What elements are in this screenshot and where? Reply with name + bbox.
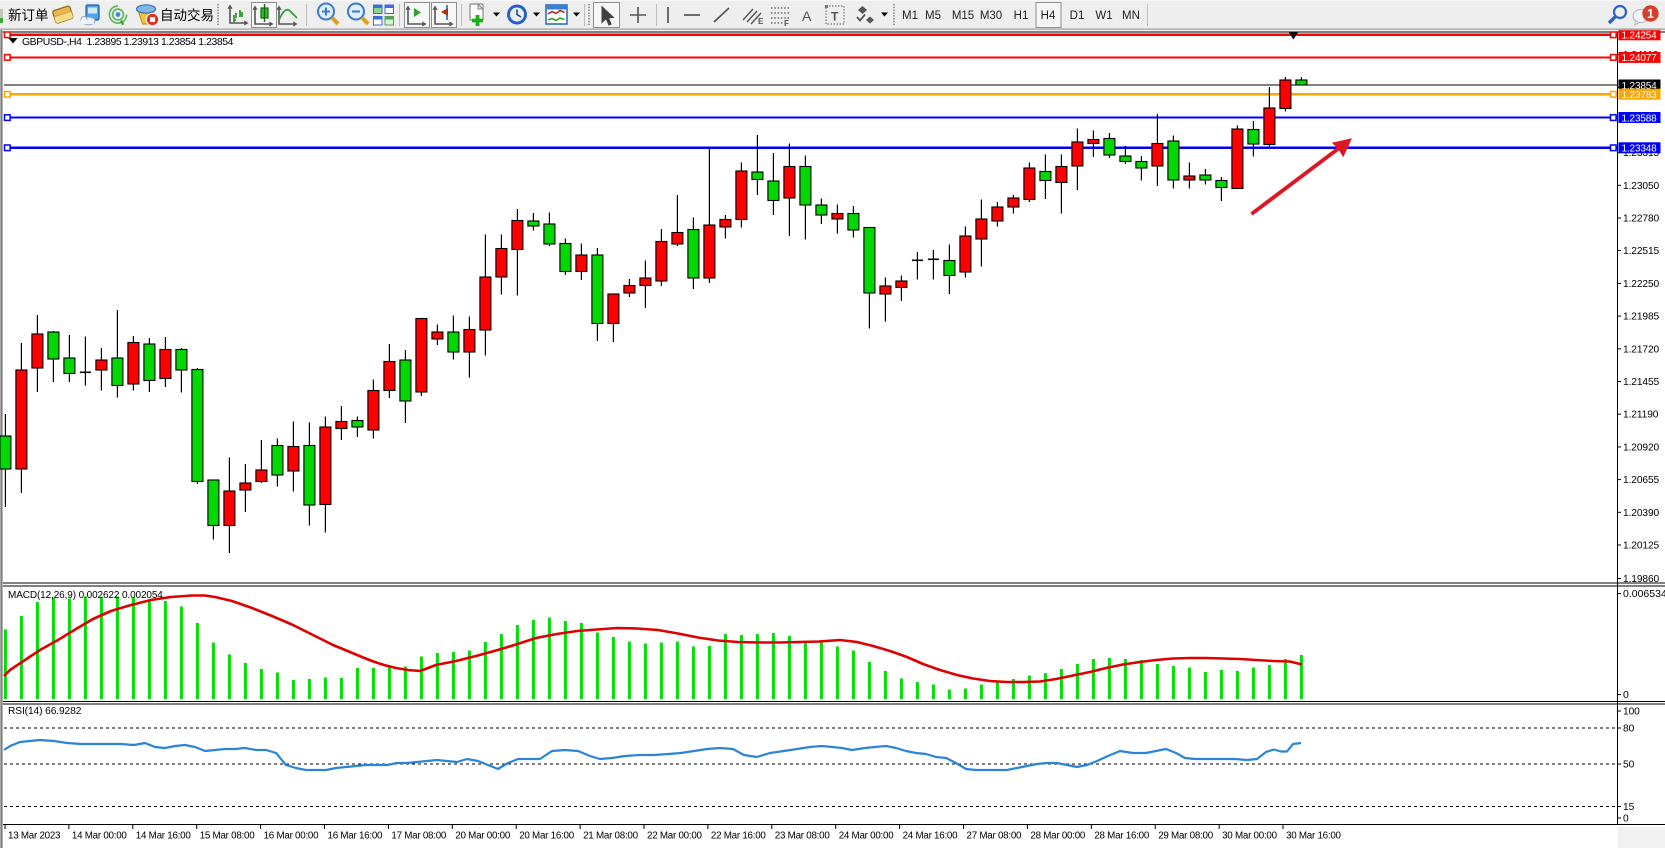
- svg-text:23 Mar 08:00: 23 Mar 08:00: [775, 831, 831, 842]
- svg-text:自动交易: 自动交易: [160, 7, 214, 23]
- svg-text:15 Mar 08:00: 15 Mar 08:00: [200, 831, 256, 842]
- svg-text:H4: H4: [1041, 10, 1056, 22]
- svg-text:80: 80: [1623, 724, 1635, 735]
- svg-text:20 Mar 00:00: 20 Mar 00:00: [455, 831, 511, 842]
- svg-text:1.21985: 1.21985: [1623, 312, 1660, 323]
- svg-text:1.23050: 1.23050: [1623, 181, 1660, 192]
- svg-text:30 Mar 16:00: 30 Mar 16:00: [1286, 831, 1342, 842]
- svg-text:1.24254: 1.24254: [1622, 31, 1658, 42]
- svg-text:27 Mar 08:00: 27 Mar 08:00: [967, 831, 1023, 842]
- svg-text:28 Mar 16:00: 28 Mar 16:00: [1094, 831, 1150, 842]
- svg-text:22 Mar 16:00: 22 Mar 16:00: [711, 831, 767, 842]
- svg-text:0: 0: [1623, 689, 1629, 701]
- svg-text:15: 15: [1623, 802, 1635, 813]
- svg-text:1.23783: 1.23783: [1622, 90, 1658, 101]
- svg-text:H1: H1: [1014, 10, 1029, 22]
- svg-text:1.22780: 1.22780: [1623, 214, 1660, 225]
- svg-text:1.23348: 1.23348: [1622, 144, 1658, 155]
- svg-text:100: 100: [1623, 707, 1640, 718]
- svg-text:14 Mar 16:00: 14 Mar 16:00: [136, 831, 192, 842]
- svg-text:16 Mar 00:00: 16 Mar 00:00: [264, 831, 320, 842]
- svg-text:14 Mar 00:00: 14 Mar 00:00: [72, 831, 128, 842]
- svg-text:D1: D1: [1070, 10, 1085, 22]
- svg-text:RSI(14) 66.9282: RSI(14) 66.9282: [8, 706, 82, 717]
- svg-text:1.22515: 1.22515: [1623, 246, 1660, 257]
- svg-text:30 Mar 00:00: 30 Mar 00:00: [1222, 831, 1278, 842]
- svg-text:1.20655: 1.20655: [1623, 475, 1660, 486]
- svg-text:1.19860: 1.19860: [1623, 574, 1660, 585]
- svg-text:1.24077: 1.24077: [1622, 53, 1658, 64]
- svg-text:21 Mar 08:00: 21 Mar 08:00: [583, 831, 639, 842]
- svg-text:W1: W1: [1095, 10, 1112, 22]
- svg-text:1: 1: [1647, 7, 1654, 21]
- svg-text:1.23588: 1.23588: [1622, 113, 1658, 124]
- svg-text:29 Mar 08:00: 29 Mar 08:00: [1158, 831, 1214, 842]
- svg-text:50: 50: [1623, 760, 1635, 771]
- svg-text:1.21190: 1.21190: [1623, 410, 1659, 421]
- svg-text:M30: M30: [980, 10, 1002, 22]
- svg-text:22 Mar 00:00: 22 Mar 00:00: [647, 831, 703, 842]
- svg-text:A: A: [802, 8, 812, 24]
- svg-text:MACD(12,26,9) 0.002622 0.00205: MACD(12,26,9) 0.002622 0.002054: [8, 590, 163, 601]
- svg-text:1.20920: 1.20920: [1623, 442, 1660, 453]
- svg-text:17 Mar 08:00: 17 Mar 08:00: [391, 831, 447, 842]
- svg-text:GBPUSD-,H4 1.23895 1.23913 1.: GBPUSD-,H4 1.23895 1.23913 1.23854 1.238…: [22, 37, 234, 48]
- svg-text:20 Mar 16:00: 20 Mar 16:00: [519, 831, 575, 842]
- svg-text:28 Mar 00:00: 28 Mar 00:00: [1030, 831, 1086, 842]
- svg-text:M1: M1: [902, 10, 918, 22]
- svg-text:16 Mar 16:00: 16 Mar 16:00: [328, 831, 384, 842]
- svg-text:F: F: [784, 19, 789, 28]
- svg-text:新订单: 新订单: [8, 8, 49, 23]
- svg-text:E: E: [758, 17, 764, 26]
- svg-text:1.21455: 1.21455: [1623, 377, 1660, 388]
- svg-text:1.23315: 1.23315: [1623, 148, 1660, 159]
- svg-text:13 Mar 2023: 13 Mar 2023: [8, 831, 61, 842]
- svg-text:1.22250: 1.22250: [1623, 279, 1660, 290]
- svg-text:0.006534: 0.006534: [1623, 588, 1665, 600]
- svg-text:0: 0: [1623, 814, 1629, 825]
- svg-text:M5: M5: [925, 10, 941, 22]
- svg-text:T: T: [831, 10, 839, 24]
- svg-text:M15: M15: [952, 10, 974, 22]
- svg-text:1.20390: 1.20390: [1623, 508, 1660, 519]
- svg-text:24 Mar 00:00: 24 Mar 00:00: [839, 831, 895, 842]
- svg-text:1.21720: 1.21720: [1623, 344, 1660, 355]
- svg-text:MN: MN: [1122, 10, 1140, 22]
- svg-text:1.23854: 1.23854: [1622, 81, 1658, 92]
- svg-text:1.20125: 1.20125: [1623, 541, 1660, 552]
- svg-text:24 Mar 16:00: 24 Mar 16:00: [903, 831, 959, 842]
